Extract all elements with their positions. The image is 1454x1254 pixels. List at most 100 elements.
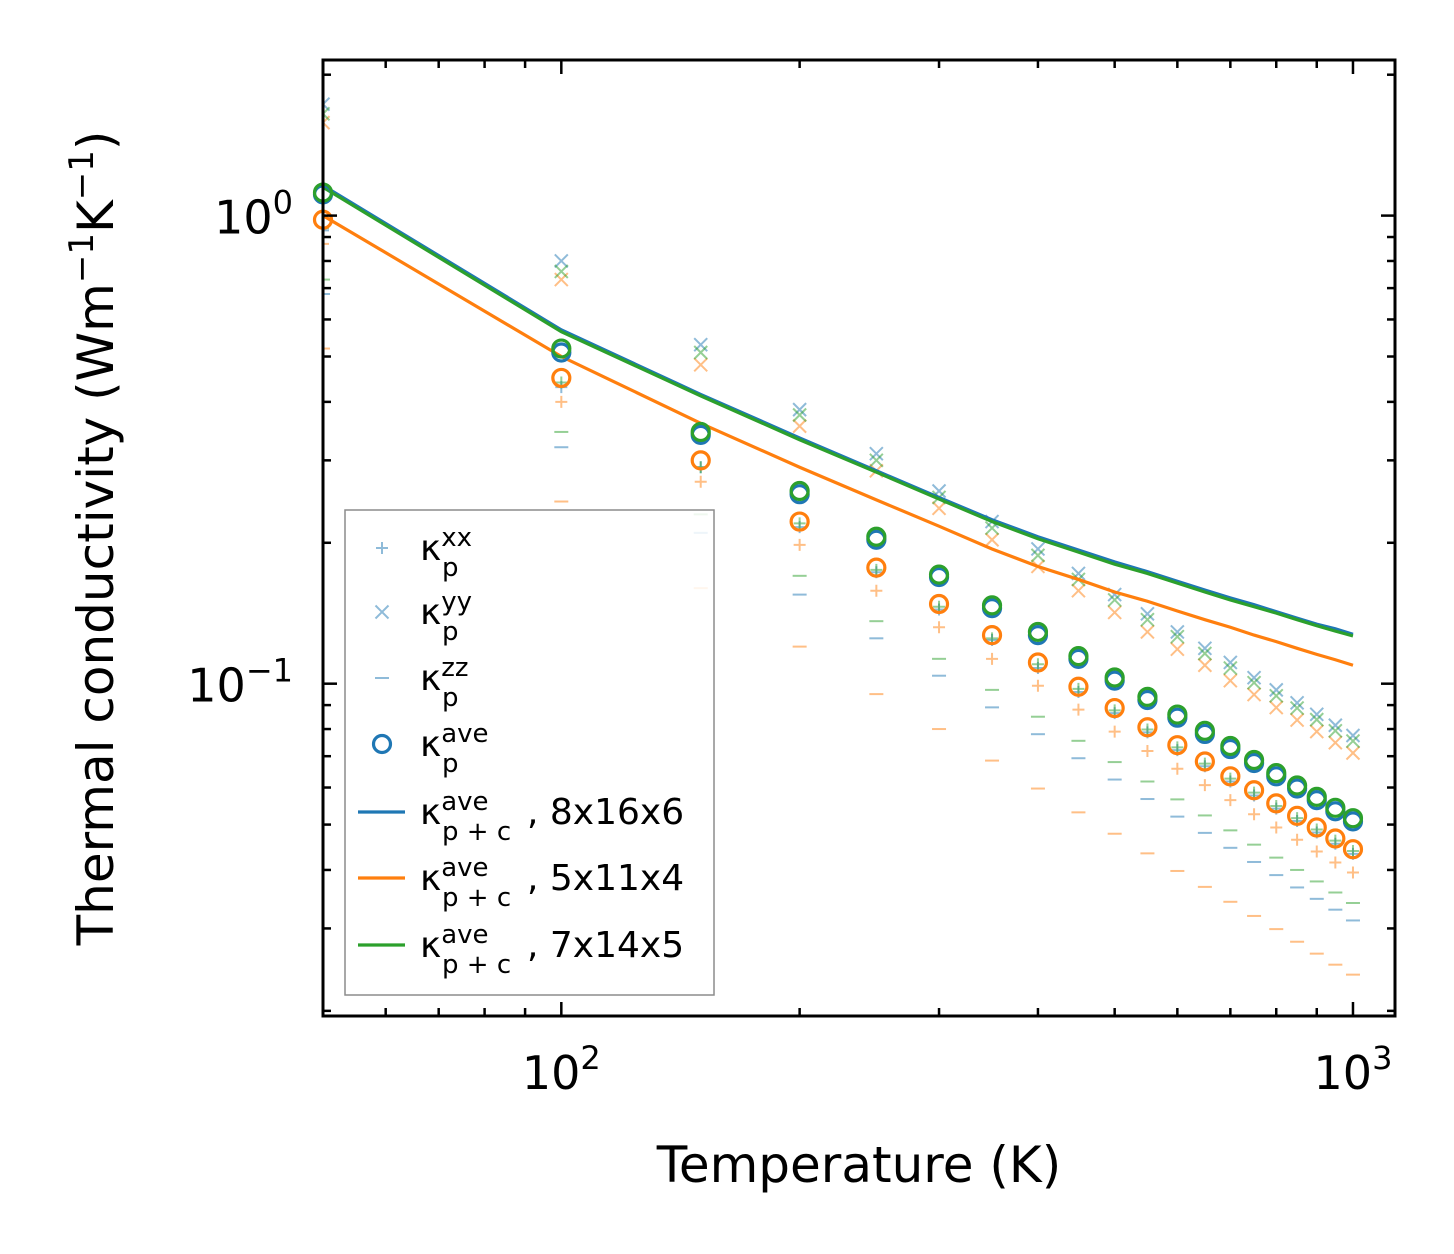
kxx-point-5x11x4-900K [1310,845,1323,858]
kave-point-5x11x4-150K-glyph [690,450,711,471]
kyy-point-7x14x5-500K-glyph [1107,592,1122,608]
kxx-point-5x11x4-1000K-glyph [1346,866,1359,879]
kave-point-7x14x5-650K-glyph [1194,720,1215,741]
kave-point-7x14x5-900K-glyph [1306,786,1327,807]
kyy-point-5x11x4-900K-glyph [1309,724,1324,739]
kave-point-7x14x5-900K [1306,786,1327,807]
kave-point-5x11x4-200K-glyph [789,511,810,532]
legend-item-kave: κave p [371,719,489,779]
kyy-point-7x14x5-650K-glyph [1197,646,1213,661]
kxx-point-5x11x4-800K-glyph [1270,821,1283,834]
kxx-point-7x14x5-400K-glyph [1031,658,1044,671]
kxx-point-7x14x5-750K [1248,786,1261,799]
kyy-point-8x16x6-950K-glyph [1328,718,1343,733]
legend-label-base: κ [420,658,441,699]
kxx-point-5x11x4-50K-glyph [323,237,329,250]
kave-point-5x11x4-350K-glyph [981,624,1003,646]
x-tick-label-base: 10 [522,1046,581,1100]
kyy-point-7x14x5-900K-glyph [1309,712,1324,727]
y-axis-label-exp1: −1 [62,233,102,283]
kline-7x14x5 [323,185,1354,638]
kxx-point-7x14x5-900K-glyph [1310,823,1323,836]
kave-point-5x11x4-600K [1167,735,1188,756]
kxx-point-5x11x4-750K [1248,808,1261,821]
kyy-point-8x16x6-650K [1197,641,1213,656]
kxx-point-7x14x5-700K-glyph [1224,772,1237,785]
legend-label-sup: ave [441,920,488,950]
legend-label-sup: ave [441,719,488,749]
legend-label: κave p + c , 7x14x5 [420,920,684,980]
kxx-point-5x11x4-550K-glyph [1141,745,1154,758]
kyy-point-5x11x4-850K-glyph [1289,712,1305,728]
kyy-point-8x16x6-850K [1289,695,1305,711]
kyy-point-8x16x6-900K-glyph [1309,707,1324,722]
kave-point-7x14x5-700K [1220,735,1241,757]
legend-item-line_8x16x6: κave p + c , 8x16x6 [358,787,684,847]
legend-label: κave p + c , 5x11x4 [420,853,684,913]
kxx-point-5x11x4-350K [986,652,999,665]
kyy-point-8x16x6-400K-glyph [1030,541,1046,557]
kave-point-7x14x5-950K [1325,797,1346,818]
kxx-point-7x14x5-1000K-glyph [1346,845,1359,858]
legend-label-sup: zz [441,653,468,683]
kxx-point-5x11x4-850K-glyph [1291,833,1304,846]
kxx-point-5x11x4-50K [323,237,329,250]
y-tick-label-exp: −1 [246,652,293,690]
kxx-point-5x11x4-450K-glyph [1072,703,1085,716]
kyy-point-7x14x5-150K [693,345,708,360]
kave-point-5x11x4-450K [1068,676,1089,697]
legend-label-sub: p + c [442,883,511,913]
kave-point-5x11x4-850K [1287,805,1308,826]
kave-point-7x14x5-800K [1266,763,1287,784]
kxx-point-5x11x4-350K-glyph [986,652,999,665]
kave-point-5x11x4-900K [1306,817,1327,838]
kyy-point-7x14x5-100K-glyph [554,264,569,279]
y-axis-label-suffix: ) [67,131,125,151]
kxx-point-7x14x5-200K-glyph [793,517,806,530]
kyy-point-7x14x5-750K [1246,675,1262,690]
legend-swatch-marker [376,542,388,554]
kyy-point-8x16x6-100K-glyph [554,253,569,269]
legend-item-kxx: κxx p [376,523,472,583]
x-tick-label-1000: 103 [1314,1039,1393,1100]
kave-point-7x14x5-300K [928,564,950,585]
x-tick-label-exp: 3 [1372,1039,1392,1077]
kave-point-7x14x5-350K [981,595,1003,616]
kyy-point-8x16x6-250K [869,446,884,461]
kave-point-5x11x4-600K-glyph [1167,735,1188,756]
kave-point-7x14x5-600K-glyph [1167,704,1188,725]
y-axis-label-exp2: −1 [62,150,102,200]
kave-point-7x14x5-450K-glyph [1068,646,1089,667]
legend-item-line_5x11x4: κave p + c , 5x11x4 [358,853,684,913]
kyy-point-8x16x6-750K [1246,670,1262,685]
legend-label: κxx p [420,523,472,583]
legend-box [344,509,715,996]
kyy-point-8x16x6-250K-glyph [869,446,884,461]
kave-point-7x14x5-950K-glyph [1325,797,1346,818]
kave-point-5x11x4-1000K-glyph [1342,839,1364,860]
kave-point-5x11x4-350K [981,624,1003,646]
kxx-point-5x11x4-600K-glyph [1171,762,1184,775]
kyy-point-7x14x5-200K [792,407,807,423]
kxx-point-5x11x4-100K [555,395,568,408]
legend-label: κave p + c , 8x16x6 [420,787,684,847]
kxx-point-5x11x4-650K-glyph [1198,779,1211,792]
kyy-point-8x16x6-750K-glyph [1246,670,1262,685]
kyy-point-7x14x5-200K-glyph [792,407,807,423]
kyy-point-5x11x4-300K-glyph [931,501,947,516]
kave-point-5x11x4-750K [1243,780,1265,801]
kave-point-7x14x5-800K-glyph [1266,763,1287,784]
legend-label-base: κ [420,724,441,765]
kyy-point-7x14x5-250K-glyph [869,453,884,468]
kxx-point-5x11x4-150K [694,475,707,488]
kyy-point-5x11x4-500K-glyph [1107,605,1122,620]
kave-point-5x11x4-300K [928,593,950,615]
kxx-point-7x14x5-950K [1329,834,1342,847]
legend-swatch-marker-glyph [374,604,390,620]
kyy-point-8x16x6-850K-glyph [1289,695,1305,711]
kyy-point-5x11x4-650K [1197,658,1213,673]
kave-point-5x11x4-1000K [1342,839,1364,860]
kxx-point-5x11x4-100K-glyph [555,395,568,408]
legend-label-base: κ [420,792,441,833]
